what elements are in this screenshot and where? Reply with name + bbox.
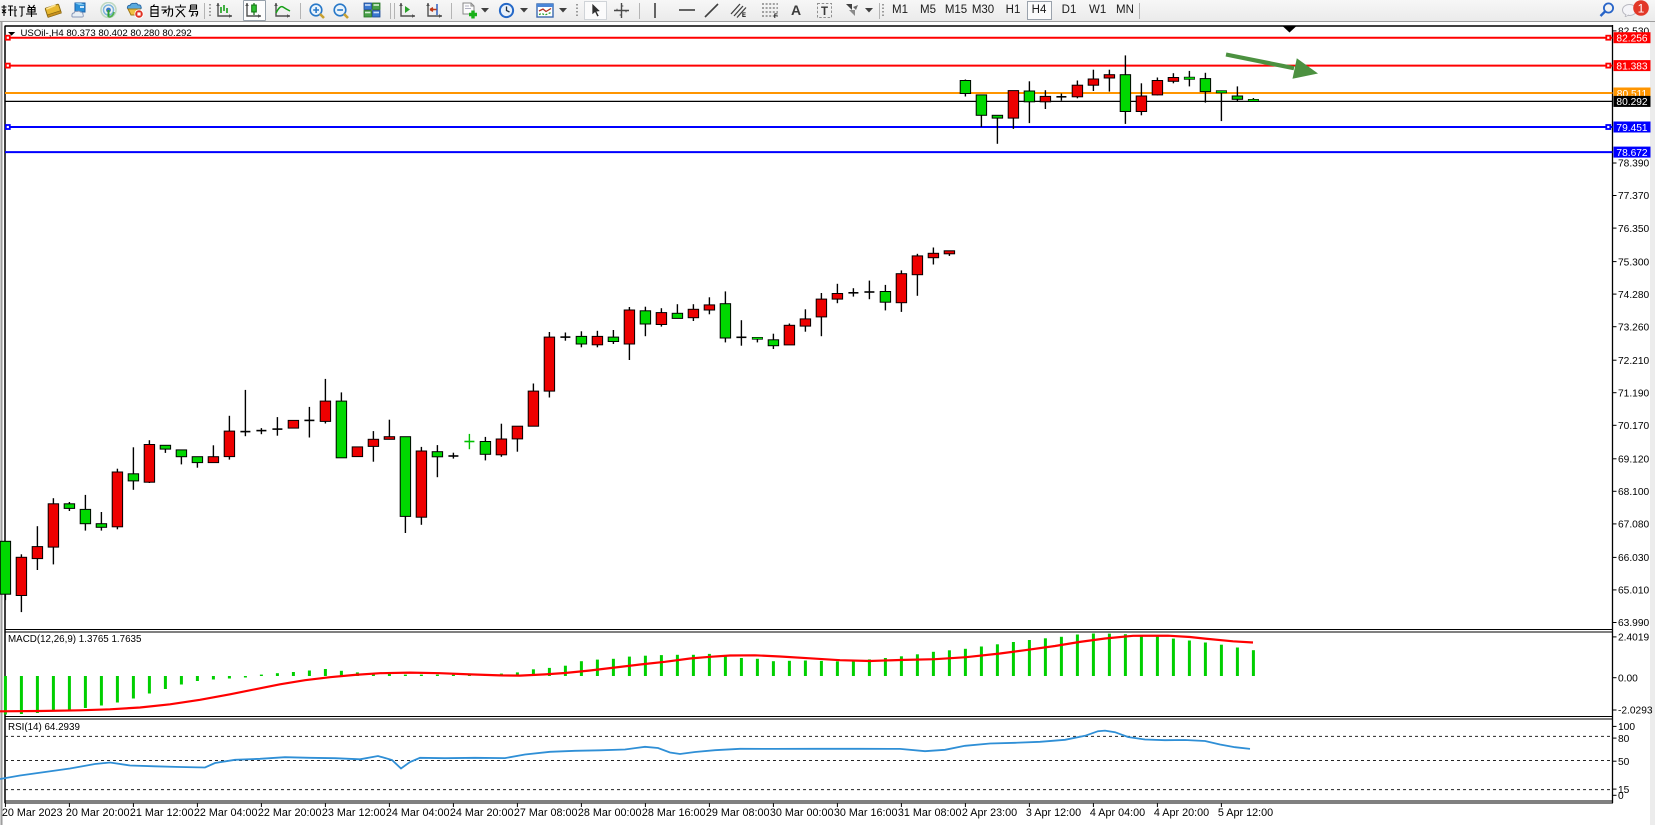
svg-text:70.170: 70.170	[1618, 421, 1649, 432]
svg-text:68.100: 68.100	[1618, 487, 1649, 498]
svg-text:20 Mar 2023: 20 Mar 2023	[2, 807, 63, 819]
svg-text:30 Mar 16:00: 30 Mar 16:00	[834, 807, 898, 819]
svg-text:5 Apr 12:00: 5 Apr 12:00	[1218, 807, 1273, 819]
svg-text:82.530: 82.530	[1618, 27, 1649, 38]
svg-text:RSI(14) 64.2939: RSI(14) 64.2939	[8, 722, 80, 733]
svg-text:79.451: 79.451	[1616, 123, 1647, 134]
svg-text:E: E	[742, 13, 746, 18]
svg-text:50: 50	[1618, 757, 1630, 768]
svg-text:-2.0293: -2.0293	[1618, 706, 1653, 717]
svg-text:75.300: 75.300	[1618, 257, 1649, 268]
svg-text:28 Mar 00:00: 28 Mar 00:00	[578, 807, 642, 819]
svg-text:69.120: 69.120	[1618, 455, 1649, 466]
svg-text:22 Mar 20:00: 22 Mar 20:00	[258, 807, 322, 819]
svg-text:78.672: 78.672	[1616, 148, 1647, 159]
svg-text:63.990: 63.990	[1618, 618, 1649, 629]
svg-text:77.370: 77.370	[1618, 191, 1649, 202]
svg-text:28 Mar 16:00: 28 Mar 16:00	[642, 807, 706, 819]
svg-text:0.00: 0.00	[1618, 673, 1638, 684]
svg-text:82.256: 82.256	[1616, 34, 1647, 45]
svg-text:21 Mar 12:00: 21 Mar 12:00	[130, 807, 194, 819]
svg-text:T: T	[821, 6, 828, 18]
svg-text:3 Apr 12:00: 3 Apr 12:00	[1026, 807, 1081, 819]
svg-text:65.010: 65.010	[1618, 586, 1649, 597]
svg-text:73.260: 73.260	[1618, 322, 1649, 333]
svg-text:20 Mar 20:00: 20 Mar 20:00	[66, 807, 130, 819]
svg-text:80: 80	[1618, 734, 1630, 745]
svg-text:72.210: 72.210	[1618, 356, 1649, 367]
svg-text:F: F	[774, 14, 778, 18]
svg-text:30 Mar 00:00: 30 Mar 00:00	[770, 807, 834, 819]
svg-text:0: 0	[1618, 791, 1624, 802]
svg-text:67.080: 67.080	[1618, 520, 1649, 531]
svg-text:15: 15	[1618, 785, 1630, 796]
svg-text:31 Mar 08:00: 31 Mar 08:00	[898, 807, 962, 819]
svg-text:USOil-,H4 80.373 80.402 80.28: USOil-,H4 80.373 80.402 80.280 80.292	[21, 28, 192, 39]
svg-text:MACD(12,26,9) 1.3765 1.7635: MACD(12,26,9) 1.3765 1.7635	[8, 634, 142, 645]
svg-text:80.511: 80.511	[1617, 89, 1648, 100]
svg-text:76.350: 76.350	[1618, 224, 1649, 235]
svg-text:27 Mar 08:00: 27 Mar 08:00	[514, 807, 578, 819]
svg-text:2.4019: 2.4019	[1618, 633, 1649, 644]
svg-text:100: 100	[1618, 722, 1635, 733]
svg-text:4 Apr 20:00: 4 Apr 20:00	[1154, 807, 1209, 819]
svg-text:22 Mar 04:00: 22 Mar 04:00	[194, 807, 258, 819]
svg-text:78.390: 78.390	[1618, 159, 1649, 170]
svg-text:4 Apr 04:00: 4 Apr 04:00	[1090, 807, 1145, 819]
svg-text:2 Apr 23:00: 2 Apr 23:00	[962, 807, 1017, 819]
svg-text:81.383: 81.383	[1616, 61, 1647, 72]
svg-text:80.292: 80.292	[1616, 97, 1647, 108]
svg-text:1: 1	[1638, 1, 1645, 15]
svg-text:23 Mar 12:00: 23 Mar 12:00	[322, 807, 386, 819]
svg-text:29 Mar 08:00: 29 Mar 08:00	[706, 807, 770, 819]
svg-text:24 Mar 04:00: 24 Mar 04:00	[386, 807, 450, 819]
svg-text:74.280: 74.280	[1618, 290, 1649, 301]
svg-text:66.030: 66.030	[1618, 553, 1649, 564]
svg-text:71.190: 71.190	[1618, 388, 1649, 399]
svg-text:24 Mar 20:00: 24 Mar 20:00	[450, 807, 514, 819]
